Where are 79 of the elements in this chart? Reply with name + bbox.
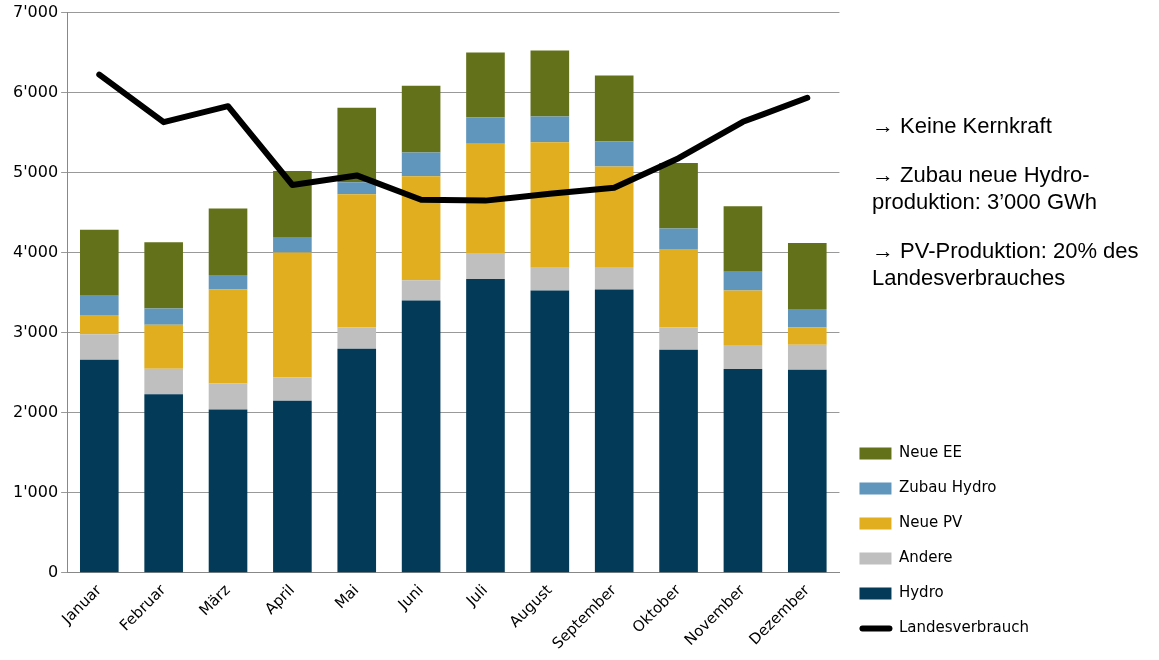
bar (787, 369, 827, 573)
text: → Keine Kernkraft (872, 112, 1053, 139)
y-tick-label: 6'000 (12, 81, 59, 101)
bar (594, 166, 634, 268)
bar (659, 163, 698, 229)
bar (466, 52, 505, 118)
bar (659, 349, 698, 573)
bar (273, 377, 312, 401)
bar (401, 85, 441, 153)
bar (530, 267, 570, 291)
legend-label: Landesverbrauch (898, 618, 1030, 637)
bar (273, 237, 312, 253)
bar (208, 383, 248, 410)
y-tick-label: 2'000 (12, 401, 59, 421)
bar (273, 171, 312, 238)
bar (337, 107, 377, 183)
bar (594, 141, 634, 167)
bar (723, 369, 763, 573)
legend-label: Hydro (898, 583, 944, 602)
bar (659, 228, 698, 250)
bar (594, 75, 634, 142)
bar (787, 327, 827, 345)
y-tick-label: 3'000 (12, 321, 59, 341)
bar (723, 271, 763, 291)
y-tick-label: 7'000 (12, 1, 59, 21)
bar (401, 176, 441, 281)
y-tick-label: 5'000 (12, 161, 59, 181)
bar (208, 208, 248, 276)
bar (337, 327, 377, 349)
bar (594, 267, 634, 290)
x-tick-label: Juli (461, 580, 492, 611)
bar (144, 242, 183, 309)
bar (594, 289, 634, 573)
bar (401, 300, 441, 573)
bar (723, 345, 763, 370)
bar (208, 289, 248, 384)
bar (466, 117, 505, 144)
bar (79, 229, 119, 296)
bar (530, 50, 570, 117)
bar (273, 252, 312, 378)
bar (530, 116, 570, 143)
bar (208, 275, 248, 290)
bar (337, 182, 377, 195)
legend-label: Andere (898, 548, 953, 567)
bar (144, 324, 183, 369)
bar (466, 253, 505, 280)
bar (79, 359, 119, 573)
bar (659, 249, 698, 328)
bar (787, 243, 827, 310)
text: → PV-Produktion: 20% des Landesverbrauches (872, 237, 1140, 291)
bar (723, 290, 763, 346)
bar (79, 295, 119, 316)
y-tick-label: 0 (47, 561, 59, 581)
bar (466, 143, 505, 254)
bar (466, 279, 505, 573)
bar (659, 327, 698, 350)
bar (401, 152, 441, 177)
bar (337, 194, 377, 328)
bar (530, 290, 570, 573)
bar (273, 400, 312, 573)
bar (787, 309, 827, 328)
bar (79, 334, 119, 360)
y-tick-label: 4'000 (12, 241, 59, 261)
bar (530, 142, 570, 268)
legend-label: Zubau Hydro (898, 478, 997, 497)
legend-label: Neue PV (898, 513, 963, 532)
x-tick-label: Mai (330, 580, 363, 613)
bar (144, 308, 183, 325)
y-tick-label: 1'000 (12, 481, 59, 501)
bar (337, 348, 377, 573)
bar (787, 344, 827, 370)
bar (144, 394, 183, 573)
bar (723, 206, 763, 272)
bar (144, 368, 183, 395)
text: → Zubau neue Hydro-produktion: 3’000 GWh (872, 161, 1099, 215)
legend-label: Neue EE (898, 443, 962, 462)
bar (79, 315, 119, 335)
bar (401, 280, 441, 301)
bar (208, 409, 248, 573)
